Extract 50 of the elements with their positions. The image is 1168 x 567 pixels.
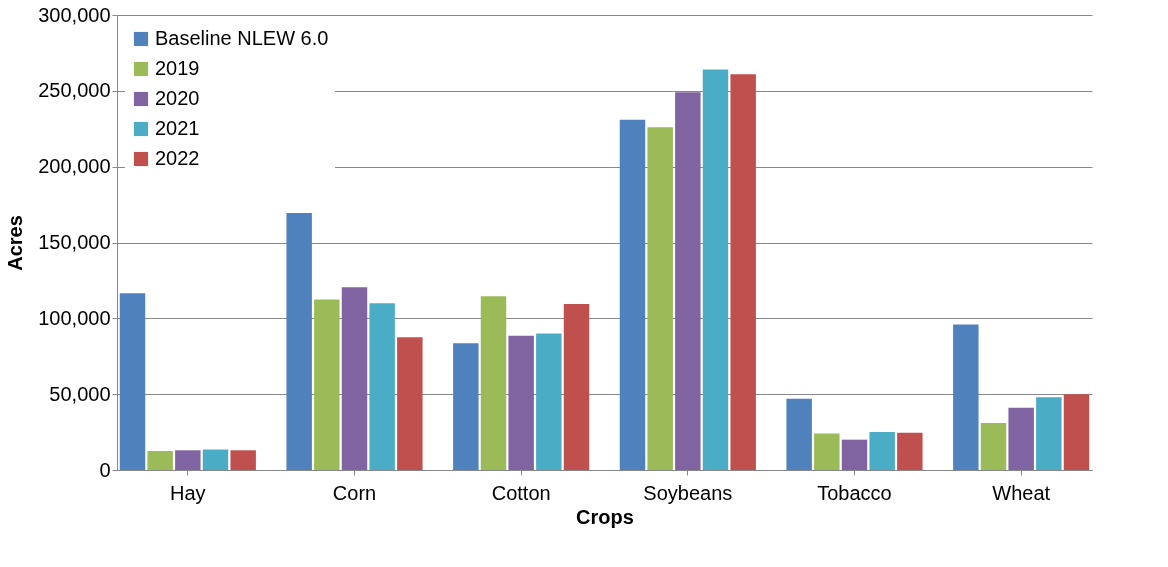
bar <box>980 422 1007 470</box>
x-tick-label: Cotton <box>491 481 551 504</box>
bar <box>453 343 479 470</box>
bar <box>869 432 895 470</box>
legend-label: 2022 <box>155 147 200 169</box>
bar <box>730 74 756 470</box>
bar <box>369 303 395 470</box>
bar <box>675 92 701 470</box>
y-tick-label: 300,000 <box>38 3 111 26</box>
y-tick-label: 0 <box>99 458 111 481</box>
bar <box>175 450 201 470</box>
y-tick-label: 50,000 <box>49 382 111 405</box>
bar <box>1008 407 1034 470</box>
x-tick-label: Hay <box>170 481 206 504</box>
y-tick-label: 250,000 <box>38 79 111 102</box>
x-tick-label: Wheat <box>992 481 1051 504</box>
legend-label: 2021 <box>155 117 200 139</box>
bar <box>786 398 812 470</box>
y-tick-label: 200,000 <box>38 155 111 178</box>
bar <box>841 439 868 470</box>
bar <box>1036 397 1062 470</box>
bar <box>341 287 368 470</box>
bar <box>563 303 590 470</box>
bar <box>147 451 173 470</box>
bar <box>1063 394 1090 470</box>
x-tick-label: Corn <box>332 481 377 504</box>
legend-label: 2019 <box>155 57 200 79</box>
legend-label: Baseline NLEW 6.0 <box>155 27 329 49</box>
bar <box>202 449 229 470</box>
x-tick-label: Tobacco <box>817 481 892 504</box>
bar <box>619 119 646 470</box>
bar <box>397 337 423 470</box>
y-axis-title: Acres <box>4 215 27 271</box>
bar <box>953 324 979 470</box>
bar <box>480 296 507 470</box>
bar <box>230 450 256 470</box>
y-tick-label: 100,000 <box>38 306 111 329</box>
bar <box>897 432 923 470</box>
x-axis-title: Crops <box>576 505 634 528</box>
bar <box>314 299 340 470</box>
bar <box>647 127 673 470</box>
bar <box>286 212 312 470</box>
bar <box>508 335 534 470</box>
x-tick-label: Soybeans <box>643 481 733 504</box>
bar <box>536 333 562 470</box>
y-tick-label: 150,000 <box>38 231 111 253</box>
bar <box>814 433 840 470</box>
bar <box>119 293 146 470</box>
bar <box>702 69 729 470</box>
legend-label: 2020 <box>155 87 200 109</box>
